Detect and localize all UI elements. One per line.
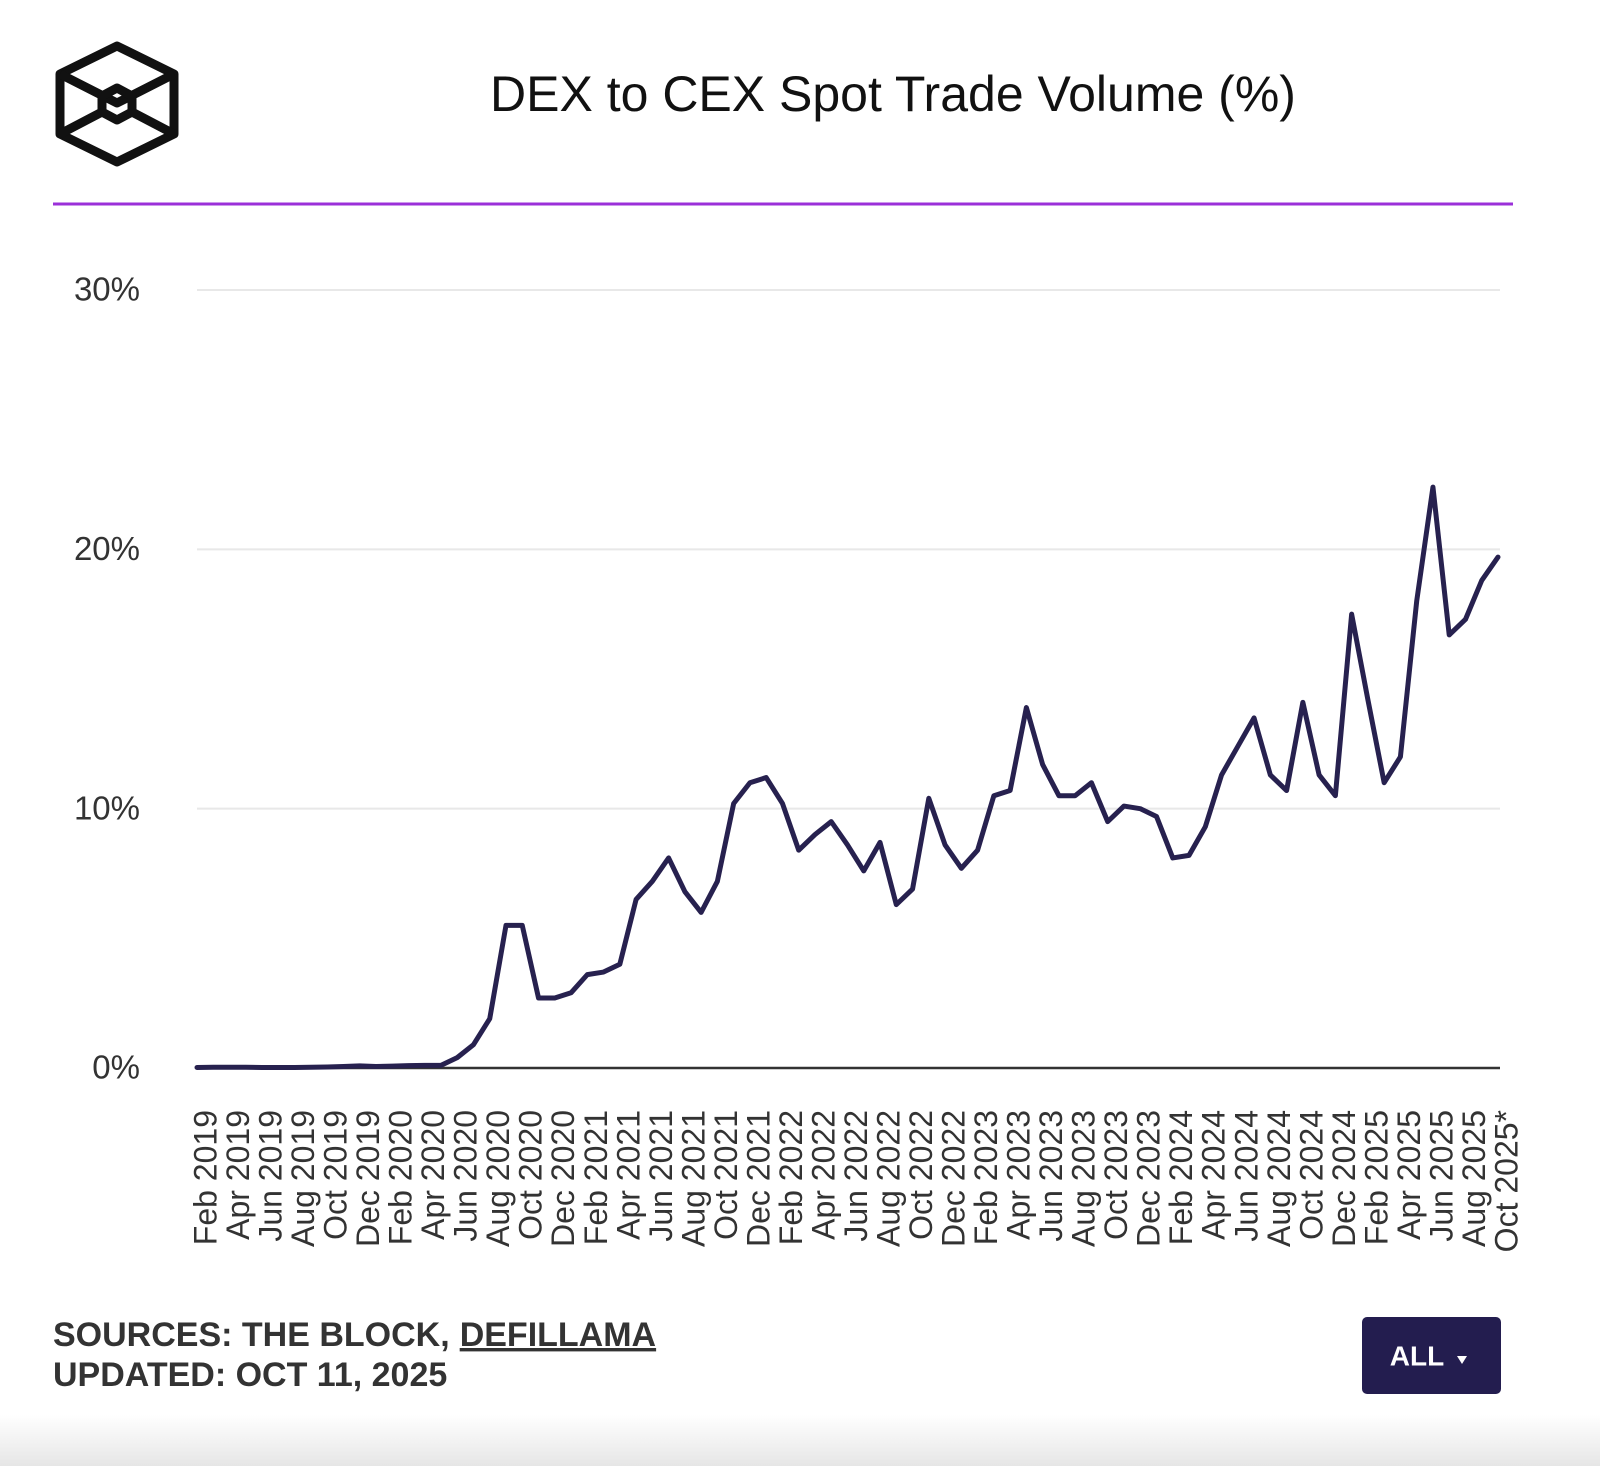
y-tick-label: 30%: [74, 271, 140, 308]
y-tick-label: 20%: [74, 530, 140, 567]
button-bg[interactable]: [1362, 1317, 1501, 1394]
x-tick-label: Jun 2025: [1423, 1110, 1459, 1242]
x-tick-label: Apr 2023: [1001, 1110, 1037, 1240]
dropdown-arrow[interactable]: [1457, 1356, 1467, 1364]
x-tick-label: Oct 2025*: [1488, 1110, 1524, 1252]
x-tick-label: Dec 2019: [350, 1110, 386, 1247]
x-tick-label: Oct 2020: [513, 1110, 549, 1240]
x-tick-label: Jun 2024: [1228, 1110, 1264, 1242]
x-tick-label: Apr 2024: [1196, 1110, 1232, 1240]
data-line: [194, 484, 1501, 1070]
sources-text: SOURCES: THE BLOCK,: [53, 1316, 450, 1354]
x-tick-label: Jun 2023: [1033, 1110, 1069, 1242]
chart-title: DEX to CEX Spot Trade Volume (%): [490, 66, 1296, 122]
x-tick-label: Jun 2020: [448, 1110, 484, 1242]
plot: [194, 484, 1501, 1070]
x-tick-label: Oct 2022: [903, 1110, 939, 1240]
x-tick-label: Jun 2022: [838, 1110, 874, 1242]
footer-updated: UPDATED: OCT 11, 2025: [53, 1356, 447, 1394]
x-tick-label: Apr 2019: [220, 1110, 256, 1240]
range-button[interactable]: ALL: [1362, 1317, 1501, 1394]
x-tick-label: Apr 2021: [610, 1110, 646, 1240]
x-tick-label: Aug 2021: [675, 1110, 711, 1247]
x-tick-label: Apr 2020: [415, 1110, 451, 1240]
x-tick-label: Apr 2022: [805, 1110, 841, 1240]
x-tick-label: Aug 2020: [480, 1110, 516, 1247]
x-tick-label: Oct 2023: [1098, 1110, 1134, 1240]
x-tick-label: Feb 2022: [773, 1110, 809, 1245]
x-tick-label: Jun 2019: [253, 1110, 289, 1242]
x-tick-label: Feb 2025: [1358, 1110, 1394, 1245]
x-tick-label: Dec 2021: [740, 1110, 776, 1247]
x-tick-label: Feb 2021: [578, 1110, 614, 1245]
x-tick-label: Aug 2025: [1456, 1110, 1492, 1247]
source-link[interactable]: DEFILLAMA: [460, 1316, 656, 1354]
button-label[interactable]: ALL: [1390, 1340, 1444, 1371]
x-tick-label: Dec 2024: [1326, 1110, 1362, 1247]
x-tick-label: Feb 2023: [968, 1110, 1004, 1245]
x-tick-label: Feb 2020: [383, 1110, 419, 1245]
x-tick-label: Dec 2023: [1131, 1110, 1167, 1247]
x-tick-label: Oct 2019: [318, 1110, 354, 1240]
x-tick-label: Dec 2022: [936, 1110, 972, 1247]
logo: [55, 41, 179, 167]
bottom-shade: [0, 1415, 1600, 1466]
footer-sources: SOURCES: THE BLOCK, DEFILLAMA: [53, 1316, 656, 1354]
x-tick-label: Oct 2021: [708, 1110, 744, 1240]
x-tick-label: Feb 2019: [187, 1110, 223, 1245]
x-tick-label: Feb 2024: [1163, 1110, 1199, 1245]
x-tick-label: Jun 2021: [643, 1110, 679, 1242]
x-tick-label: Aug 2023: [1066, 1110, 1102, 1247]
x-tick-label: Oct 2024: [1293, 1110, 1329, 1240]
y-tick-label: 0%: [92, 1049, 140, 1086]
x-tick-label: Apr 2025: [1391, 1110, 1427, 1240]
y-tick-label: 10%: [74, 789, 140, 826]
x-tick-label: Aug 2024: [1261, 1110, 1297, 1247]
x-tick-label: Dec 2020: [545, 1110, 581, 1247]
x-tick-label: Aug 2022: [870, 1110, 906, 1247]
x-tick-label: Aug 2019: [285, 1110, 321, 1247]
